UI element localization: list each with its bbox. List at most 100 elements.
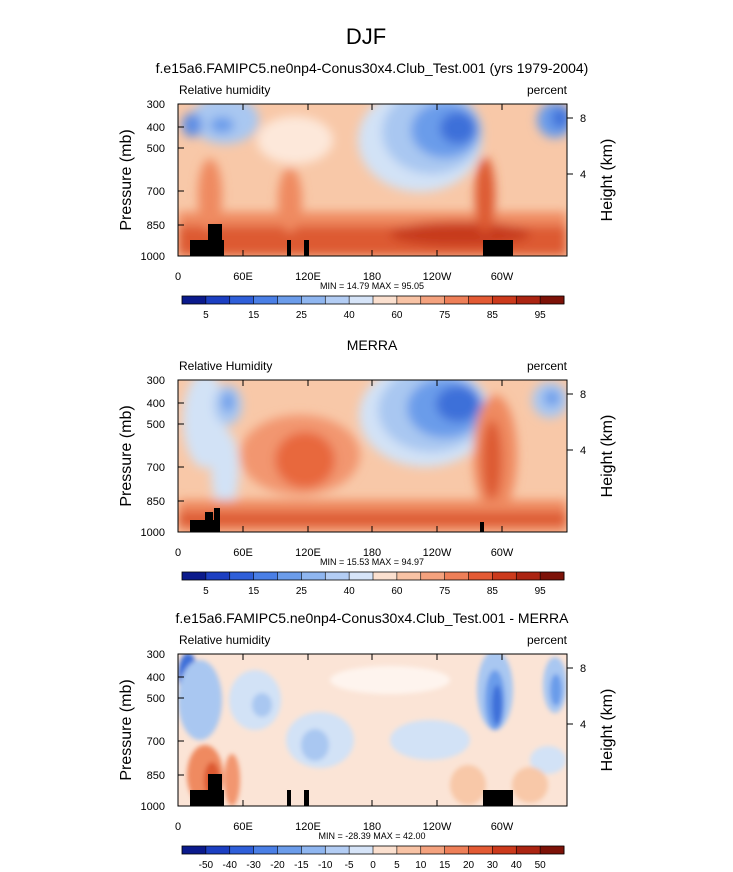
colorbar-label: 50 bbox=[535, 860, 547, 871]
panel-2-colorbar: 5 15 25 40 60 75 85 95 bbox=[181, 571, 565, 597]
colorbar-label: 95 bbox=[535, 586, 547, 597]
y-tick-label: 500 bbox=[147, 143, 165, 155]
panel-2: MERRA Relative Humidity percent bbox=[118, 337, 616, 597]
x-tick-label: 60E bbox=[233, 547, 253, 559]
y-tick-label: 850 bbox=[147, 770, 165, 782]
colorbar-swatch bbox=[253, 296, 278, 304]
panel-2-right-label: percent bbox=[527, 359, 568, 373]
colorbar-swatch bbox=[373, 296, 398, 304]
panel-1-y-tick-labels: 300 400 500 700 850 1000 bbox=[141, 99, 165, 263]
colorbar-swatch bbox=[373, 846, 398, 854]
colorbar-swatch bbox=[205, 572, 231, 580]
colorbar-swatch bbox=[253, 572, 278, 580]
colorbar-label: 15 bbox=[248, 586, 260, 597]
colorbar-swatch bbox=[444, 572, 469, 580]
colorbar-swatch bbox=[468, 296, 493, 304]
panel-3-right-tick-labels: 8 4 bbox=[580, 663, 586, 731]
colorbar-swatch bbox=[205, 296, 231, 304]
panel-3-x-tick-labels: 0 60E 120E 180 120W 60W bbox=[175, 821, 514, 833]
panel-1-right-tick-labels: 8 4 bbox=[580, 113, 586, 181]
panel-2-right-axis-label: Height (km) bbox=[599, 415, 616, 498]
y-tick-label: 700 bbox=[147, 736, 165, 748]
y-tick-label: 1000 bbox=[141, 801, 165, 813]
colorbar-label: 0 bbox=[370, 860, 376, 871]
y-tick-label: 700 bbox=[147, 462, 165, 474]
colorbar-swatch bbox=[349, 846, 374, 854]
panel-3-y-tick-labels: 300 400 500 700 850 1000 bbox=[141, 649, 165, 813]
colorbar-swatch bbox=[420, 296, 446, 304]
y-tick-label: 500 bbox=[147, 693, 165, 705]
panel-1-title: f.e15a6.FAMIPC5.ne0np4-Conus30x4.Club_Te… bbox=[156, 60, 589, 76]
x-tick-label: 120W bbox=[423, 271, 452, 283]
colorbar-swatch bbox=[277, 572, 302, 580]
panel-3-colorbar: -50 -40 -30 -20 -15 -10 -5 0 5 10 15 20 30 40 50 bbox=[181, 845, 565, 871]
y-tick-label: 850 bbox=[147, 220, 165, 232]
y-tick-label: 400 bbox=[147, 122, 165, 134]
right-tick-label: 4 bbox=[580, 445, 586, 457]
colorbar-swatch bbox=[540, 296, 565, 304]
colorbar-swatch bbox=[396, 572, 422, 580]
x-tick-label: 120E bbox=[295, 821, 321, 833]
colorbar-swatch bbox=[492, 846, 517, 854]
x-tick-label: 180 bbox=[363, 821, 381, 833]
colorbar-swatch bbox=[540, 846, 565, 854]
colorbar-label: 5 bbox=[203, 586, 209, 597]
panel-3-stats: MIN = -28.39 MAX = 42.00 bbox=[318, 831, 425, 841]
colorbar-swatch bbox=[325, 296, 350, 304]
colorbar-swatch bbox=[492, 296, 517, 304]
colorbar-label: -50 bbox=[199, 860, 214, 871]
colorbar-label: -10 bbox=[318, 860, 333, 871]
colorbar-swatch bbox=[420, 846, 446, 854]
panel-3: f.e15a6.FAMIPC5.ne0np4-Conus30x4.Club_Te… bbox=[118, 610, 616, 871]
colorbar-label: -40 bbox=[223, 860, 238, 871]
colorbar-label: -15 bbox=[294, 860, 309, 871]
colorbar-label: 25 bbox=[296, 310, 308, 321]
colorbar-swatch bbox=[444, 846, 469, 854]
colorbar-label: 40 bbox=[344, 310, 356, 321]
x-tick-label: 60W bbox=[491, 271, 514, 283]
x-tick-label: 0 bbox=[175, 821, 181, 833]
x-tick-label: 60W bbox=[491, 821, 514, 833]
y-tick-label: 400 bbox=[147, 672, 165, 684]
colorbar-label: -20 bbox=[270, 860, 285, 871]
panel-2-left-label: Relative Humidity bbox=[179, 359, 272, 373]
panel-1: f.e15a6.FAMIPC5.ne0np4-Conus30x4.Club_Te… bbox=[118, 60, 616, 321]
colorbar-swatch bbox=[182, 572, 207, 580]
panel-1-stats: MIN = 14.79 MAX = 95.05 bbox=[320, 281, 424, 291]
panel-1-colorbar: 5 15 25 40 60 75 85 95 bbox=[181, 295, 565, 321]
colorbar-swatch bbox=[182, 846, 207, 854]
x-tick-label: 120W bbox=[423, 547, 452, 559]
colorbar-swatch bbox=[516, 296, 541, 304]
x-tick-label: 60W bbox=[491, 547, 514, 559]
panel-1-plot bbox=[178, 104, 567, 256]
colorbar-swatch bbox=[277, 846, 302, 854]
colorbar-swatch bbox=[492, 572, 517, 580]
right-tick-label: 8 bbox=[580, 389, 586, 401]
colorbar-swatch bbox=[444, 296, 469, 304]
panel-1-left-label: Relative humidity bbox=[179, 83, 270, 97]
colorbar-label: 60 bbox=[391, 586, 403, 597]
y-tick-label: 300 bbox=[147, 99, 165, 111]
panel-2-x-tick-labels: 0 60E 120E 180 120W 60W bbox=[175, 547, 514, 559]
colorbar-swatch bbox=[301, 846, 326, 854]
right-tick-label: 8 bbox=[580, 113, 586, 125]
colorbar-swatch bbox=[349, 296, 374, 304]
y-tick-label: 1000 bbox=[141, 527, 165, 539]
colorbar-label: 20 bbox=[463, 860, 475, 871]
panel-2-plot bbox=[178, 380, 567, 532]
colorbar-swatch bbox=[516, 572, 541, 580]
y-tick-label: 500 bbox=[147, 419, 165, 431]
panel-3-ticks bbox=[178, 654, 573, 806]
colorbar-label: 15 bbox=[248, 310, 260, 321]
colorbar-swatch bbox=[253, 846, 278, 854]
y-tick-label: 850 bbox=[147, 496, 165, 508]
colorbar-swatch bbox=[420, 572, 446, 580]
x-tick-label: 60E bbox=[233, 271, 253, 283]
y-tick-label: 400 bbox=[147, 398, 165, 410]
colorbar-swatch bbox=[229, 572, 255, 580]
panel-3-right-axis-label: Height (km) bbox=[599, 689, 616, 772]
x-tick-label: 180 bbox=[363, 271, 381, 283]
panel-3-right-label: percent bbox=[527, 633, 568, 647]
y-tick-label: 1000 bbox=[141, 251, 165, 263]
